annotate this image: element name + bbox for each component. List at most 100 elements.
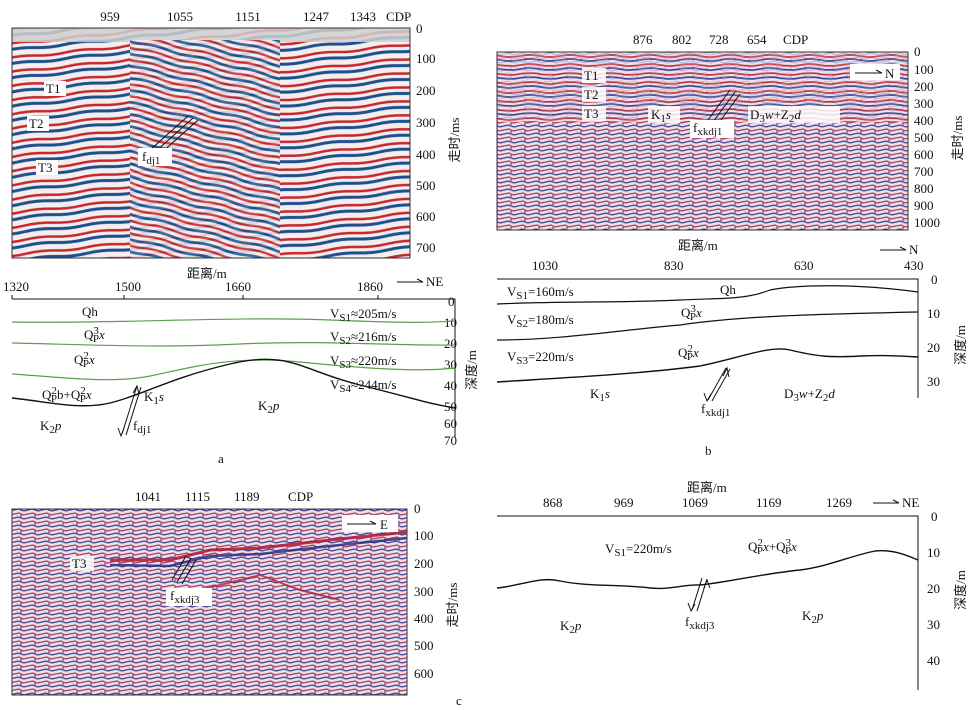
time-tick: 100 bbox=[414, 528, 434, 543]
layer-boundary bbox=[496, 311, 919, 341]
distance-tick: 1320 bbox=[3, 279, 29, 294]
time-tick: 200 bbox=[414, 556, 434, 571]
panel-c-frame bbox=[497, 515, 919, 690]
time-tick: 300 bbox=[416, 115, 436, 130]
panel-a-section: 距离/m NE 1320 1500 1660 1860 0 10 20 30 4… bbox=[3, 266, 479, 466]
layer-boundary bbox=[496, 285, 919, 305]
time-tick: 600 bbox=[414, 666, 434, 681]
strata-label: D3w+Z2d bbox=[784, 386, 835, 404]
cdp-tick: 1115 bbox=[185, 489, 210, 504]
direction-label: NE bbox=[426, 274, 443, 289]
panel-c-section: 距离/m NE 868 969 1069 1169 1269 0 10 20 3… bbox=[456, 480, 968, 708]
depth-axis: 0 10 20 30 40 深度/m bbox=[927, 509, 968, 668]
label-bg bbox=[36, 160, 58, 175]
time-tick: 800 bbox=[914, 181, 934, 196]
cdp-tick: 1247 bbox=[303, 9, 330, 24]
horizon-label: T1 bbox=[46, 81, 60, 96]
time-tick: 600 bbox=[914, 147, 934, 162]
cdp-tick: 1055 bbox=[167, 9, 193, 24]
distance-tick: 868 bbox=[543, 495, 563, 510]
cdp-tick: 959 bbox=[100, 9, 120, 24]
strata-label: K2p bbox=[802, 608, 824, 626]
horizon-label: T2 bbox=[29, 116, 43, 131]
horizon-label: T1 bbox=[584, 68, 598, 83]
depth-tick: 30 bbox=[927, 374, 940, 389]
time-tick: 600 bbox=[416, 209, 436, 224]
strata-label: Q2 Px+Q3 Px bbox=[748, 537, 797, 557]
strata-label: K1s bbox=[590, 386, 610, 404]
distance-tick: 1660 bbox=[225, 279, 251, 294]
velocity-label: VS1=220m/s bbox=[605, 541, 672, 559]
strata-label: Q3 Px bbox=[681, 303, 702, 323]
time-tick: 400 bbox=[414, 611, 434, 626]
layer-boundary bbox=[11, 318, 456, 323]
panel-c-time-axis: 0 100 200 300 400 500 600 走时/ms bbox=[414, 501, 460, 681]
fault-xkdj1: fxkdj1 bbox=[701, 366, 731, 419]
x-ticks bbox=[11, 295, 379, 299]
depth-tick: 60 bbox=[444, 416, 457, 431]
direction-label: N bbox=[885, 66, 895, 81]
direction-box bbox=[850, 64, 900, 80]
fault-xkdj3: fxkdj3 bbox=[685, 577, 715, 632]
time-tick: 500 bbox=[914, 130, 934, 145]
panel-b-seismic: 876 802 728 654 CDP N 0 100 200 300 400 … bbox=[496, 32, 965, 231]
depth-tick: 0 bbox=[448, 294, 455, 309]
cdp-tick: 728 bbox=[709, 32, 729, 47]
fault-label: fxkdj3 bbox=[685, 614, 715, 632]
distance-tick: 830 bbox=[664, 258, 684, 273]
fault-dj1: fdj1 bbox=[138, 115, 199, 167]
panel-a-seismic-frame bbox=[11, 27, 411, 259]
distance-tick: 1860 bbox=[357, 279, 383, 294]
strata-label: K2p bbox=[40, 418, 62, 436]
fault-label: fxkdj1 bbox=[701, 401, 730, 419]
depth-axis-label: 深度/m bbox=[953, 325, 968, 365]
cdp-tick: 1343 bbox=[350, 9, 376, 24]
distance-tick: 630 bbox=[794, 258, 814, 273]
distance-tick: 430 bbox=[904, 258, 924, 273]
fault-xkdj1: fxkdj1 bbox=[690, 89, 741, 138]
strata-label: K1s bbox=[651, 107, 671, 125]
cdp-label: CDP bbox=[783, 32, 808, 47]
time-tick: 0 bbox=[414, 501, 421, 516]
time-tick: 700 bbox=[914, 164, 934, 179]
depth-tick: 40 bbox=[927, 653, 940, 668]
panel-a-seismic: 959 1055 1151 1247 1343 CDP 0 100 200 30… bbox=[11, 9, 462, 259]
distance-tick: 969 bbox=[614, 495, 634, 510]
depth-tick: 0 bbox=[931, 509, 938, 524]
strata-label: K2p bbox=[258, 398, 280, 416]
depth-tick: 30 bbox=[444, 357, 457, 372]
strata-label: Q2 Px bbox=[678, 343, 699, 363]
time-tick: 200 bbox=[914, 79, 934, 94]
panel-c-frame bbox=[11, 508, 408, 696]
time-tick: 700 bbox=[416, 240, 436, 255]
cdp-tick: 1041 bbox=[135, 489, 161, 504]
panel-b-frame bbox=[496, 51, 909, 231]
fault-xkdj3: fxkdj3 bbox=[166, 555, 212, 606]
time-axis-label: 走时/ms bbox=[445, 583, 460, 628]
cdp-label: CDP bbox=[386, 9, 411, 24]
cdp-tick: 654 bbox=[747, 32, 767, 47]
fault-label: fdj1 bbox=[133, 418, 151, 436]
time-tick: 200 bbox=[416, 83, 436, 98]
distance-tick: 1069 bbox=[682, 495, 708, 510]
panel-b-section: 距离/m N 1030 830 630 430 0 10 20 30 深度/m … bbox=[496, 238, 968, 458]
time-tick: 100 bbox=[914, 62, 934, 77]
depth-tick: 20 bbox=[927, 581, 940, 596]
cdp-tick: 802 bbox=[672, 32, 692, 47]
strata-label: Q2 Px bbox=[74, 350, 95, 370]
cdp-label: CDP bbox=[288, 489, 313, 504]
time-tick: 100 bbox=[416, 51, 436, 66]
panel-a-frame bbox=[12, 298, 456, 438]
bedrock-boundary bbox=[11, 358, 456, 409]
panel-b-time-axis: 0 100 200 300 400 500 600 700 800 900 10… bbox=[914, 44, 965, 230]
time-tick: 400 bbox=[416, 147, 436, 162]
time-tick: 0 bbox=[914, 44, 921, 59]
time-axis-label: 走时/ms bbox=[447, 118, 462, 163]
depth-tick: 10 bbox=[444, 315, 457, 330]
direction-label: N bbox=[909, 242, 919, 257]
depth-axis: 0 10 20 30 40 50 60 70 深度/m bbox=[444, 294, 479, 448]
direction-label: E bbox=[380, 517, 388, 532]
panel-b-frame bbox=[497, 278, 919, 398]
time-tick: 0 bbox=[416, 21, 423, 36]
